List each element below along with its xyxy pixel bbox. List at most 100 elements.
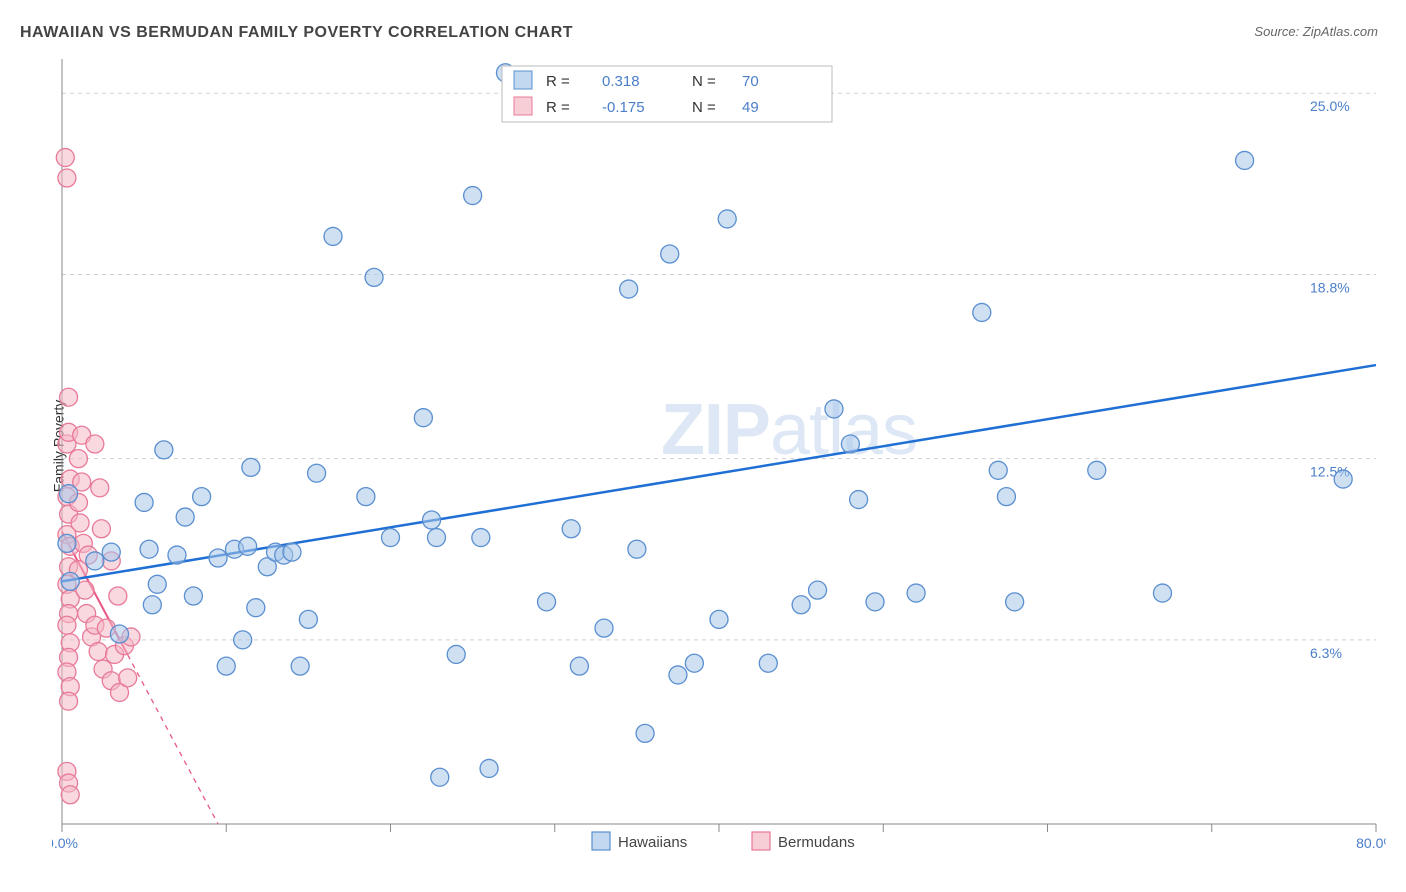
data-point — [661, 245, 679, 263]
x-tick-label: 80.0% — [1356, 835, 1386, 851]
data-point — [710, 610, 728, 628]
data-point — [89, 643, 107, 661]
data-point — [636, 724, 654, 742]
data-point — [431, 768, 449, 786]
data-point — [308, 464, 326, 482]
series-swatch — [592, 832, 610, 850]
data-point — [595, 619, 613, 637]
data-point — [168, 546, 186, 564]
data-point — [69, 450, 87, 468]
data-point — [148, 575, 166, 593]
data-point — [792, 596, 810, 614]
legend-swatch — [514, 97, 532, 115]
data-point — [217, 657, 235, 675]
data-point — [58, 616, 76, 634]
legend-swatch — [514, 71, 532, 89]
data-point — [324, 227, 342, 245]
data-point — [209, 549, 227, 567]
page-title: HAWAIIAN VS BERMUDAN FAMILY POVERTY CORR… — [20, 24, 573, 42]
y-tick-label: 6.3% — [1310, 645, 1342, 661]
legend-r-value: 0.318 — [602, 73, 640, 90]
data-point — [247, 599, 265, 617]
data-point — [1334, 470, 1352, 488]
data-point — [60, 692, 78, 710]
data-point — [357, 488, 375, 506]
data-point — [193, 488, 211, 506]
data-point — [242, 458, 260, 476]
data-point — [365, 268, 383, 286]
y-tick-label: 18.8% — [1310, 279, 1350, 295]
data-point — [86, 435, 104, 453]
data-point — [1006, 593, 1024, 611]
watermark: ZIPatlas — [661, 390, 917, 470]
data-point — [669, 666, 687, 684]
data-point — [291, 657, 309, 675]
data-point — [58, 534, 76, 552]
data-point — [135, 493, 153, 511]
data-point — [143, 596, 161, 614]
data-point — [628, 540, 646, 558]
data-point — [759, 654, 777, 672]
data-point — [570, 657, 588, 675]
data-point — [155, 441, 173, 459]
scatter-chart: 6.3%12.5%18.8%25.0%ZIPatlas0.0%80.0%R =0… — [52, 54, 1386, 852]
data-point — [997, 488, 1015, 506]
data-point — [620, 280, 638, 298]
legend-n-value: 70 — [742, 73, 759, 90]
data-point — [472, 529, 490, 547]
data-point — [562, 520, 580, 538]
data-point — [447, 645, 465, 663]
data-point — [299, 610, 317, 628]
data-point — [850, 491, 868, 509]
data-point — [56, 149, 74, 167]
legend-n-label: N = — [692, 73, 716, 90]
data-point — [685, 654, 703, 672]
legend-n-label: N = — [692, 99, 716, 116]
source-attribution: Source: ZipAtlas.com — [1254, 24, 1378, 39]
data-point — [427, 529, 445, 547]
series-label: Hawaiians — [618, 834, 687, 851]
data-point — [119, 669, 137, 687]
data-point — [841, 435, 859, 453]
data-point — [176, 508, 194, 526]
data-point — [60, 388, 78, 406]
data-point — [973, 303, 991, 321]
data-point — [234, 631, 252, 649]
data-point — [102, 543, 120, 561]
series-label: Bermudans — [778, 834, 855, 851]
data-point — [1153, 584, 1171, 602]
legend-r-label: R = — [546, 73, 570, 90]
data-point — [91, 479, 109, 497]
data-point — [239, 537, 257, 555]
data-point — [866, 593, 884, 611]
source-value: ZipAtlas.com — [1303, 24, 1378, 39]
legend-n-value: 49 — [742, 99, 759, 116]
data-point — [809, 581, 827, 599]
data-point — [480, 759, 498, 777]
series-swatch — [752, 832, 770, 850]
data-point — [1236, 151, 1254, 169]
source-label: Source: — [1254, 24, 1299, 39]
data-point — [464, 187, 482, 205]
data-point — [58, 169, 76, 187]
data-point — [382, 529, 400, 547]
data-point — [718, 210, 736, 228]
data-point — [184, 587, 202, 605]
y-tick-label: 25.0% — [1310, 98, 1350, 114]
data-point — [60, 485, 78, 503]
data-point — [61, 572, 79, 590]
legend-r-label: R = — [546, 99, 570, 116]
data-point — [61, 786, 79, 804]
data-point — [414, 409, 432, 427]
data-point — [71, 514, 89, 532]
data-point — [423, 511, 441, 529]
data-point — [907, 584, 925, 602]
x-tick-label: 0.0% — [52, 835, 78, 851]
data-point — [825, 400, 843, 418]
data-point — [1088, 461, 1106, 479]
chart-svg: 6.3%12.5%18.8%25.0%ZIPatlas0.0%80.0%R =0… — [52, 54, 1386, 852]
data-point — [92, 520, 110, 538]
data-point — [140, 540, 158, 558]
legend-r-value: -0.175 — [602, 99, 645, 116]
data-point — [538, 593, 556, 611]
